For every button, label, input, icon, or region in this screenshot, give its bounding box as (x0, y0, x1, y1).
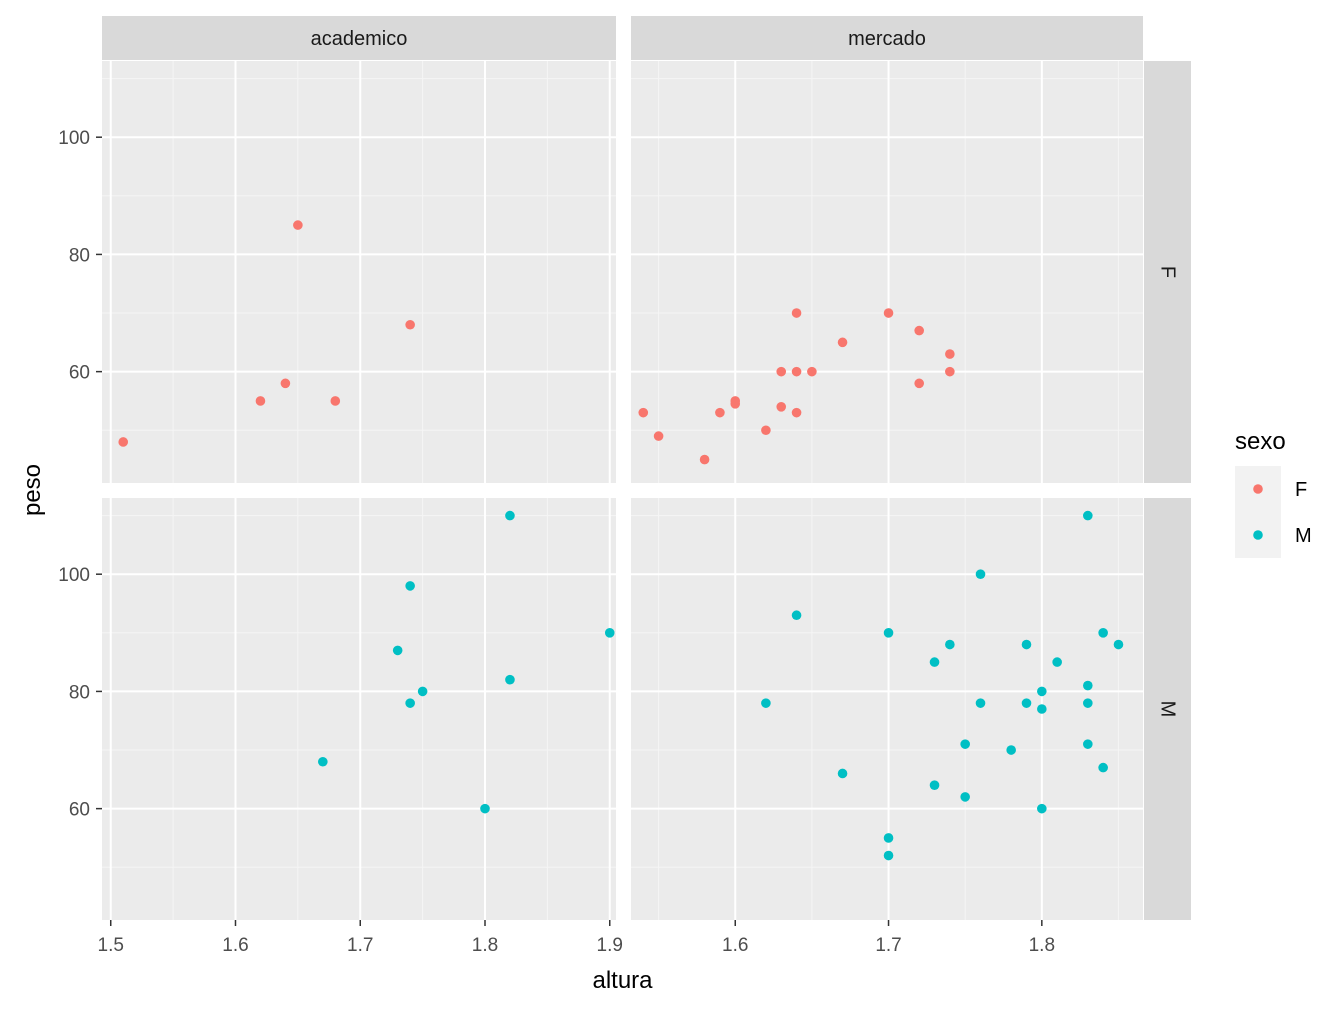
data-point-F (791, 407, 802, 418)
data-point-M (392, 645, 403, 656)
data-point-M (1021, 698, 1032, 708)
panel-background (631, 61, 1143, 483)
data-point-M (318, 756, 328, 767)
data-point-M (505, 510, 515, 521)
data-point-M (1083, 698, 1093, 708)
data-point-M (791, 610, 802, 621)
x-axis-title: altura (592, 967, 653, 994)
data-point-M (761, 698, 771, 708)
data-point-F (914, 325, 924, 336)
data-point-M (883, 833, 894, 843)
data-point-M (405, 698, 415, 708)
data-point-F (837, 337, 848, 348)
data-point-F (761, 425, 771, 436)
x-tick-label: 1.7 (347, 935, 373, 956)
data-point-F (945, 349, 955, 359)
data-point-F (807, 366, 817, 377)
data-point-M (417, 686, 428, 697)
data-point-M (1052, 657, 1062, 667)
data-point-M (604, 628, 615, 638)
y-tick-label: 100 (58, 128, 90, 149)
legend-title: sexo (1235, 428, 1286, 455)
x-tick-label: 1.9 (597, 935, 623, 956)
y-tick-label: 80 (69, 245, 90, 266)
data-point-F (255, 396, 266, 406)
data-point-F (791, 308, 802, 318)
facet-strip-row-M (1144, 498, 1191, 920)
facet-strip-label: F (1157, 266, 1179, 278)
x-tick-label: 1.7 (875, 935, 901, 956)
data-point-F (280, 378, 291, 389)
data-point-F (883, 308, 894, 318)
panel-background (631, 498, 1143, 920)
data-point-F (293, 220, 303, 230)
y-tick-label: 80 (69, 682, 90, 703)
data-point-M (883, 628, 894, 638)
legend-key-F (1253, 484, 1263, 494)
data-point-M (480, 803, 490, 814)
data-point-M (1083, 680, 1093, 691)
data-point-F (776, 366, 787, 377)
facet-strip-label: academico (311, 28, 408, 50)
y-tick-label: 60 (69, 800, 90, 821)
facet-strip-label: mercado (848, 28, 926, 50)
data-point-F (699, 454, 710, 465)
x-tick-label: 1.8 (472, 935, 498, 956)
data-point-F (653, 431, 664, 441)
panel-background (102, 498, 616, 920)
data-point-M (505, 674, 515, 685)
data-point-M (1006, 745, 1016, 755)
data-point-F (914, 378, 924, 389)
data-point-F (405, 319, 415, 330)
legend-label: F (1295, 479, 1307, 501)
data-point-F (776, 402, 787, 412)
data-point-M (929, 780, 940, 790)
facet-strip-mercado (631, 16, 1143, 60)
legend-key-M (1253, 530, 1263, 540)
panel-background (102, 61, 616, 483)
data-point-M (1083, 510, 1093, 521)
data-point-F (945, 366, 955, 377)
y-tick-label: 100 (58, 565, 90, 586)
data-point-M (960, 792, 970, 802)
data-point-F (638, 407, 649, 418)
data-point-M (975, 569, 986, 579)
data-point-F (730, 396, 741, 406)
facet-strip-row-F (1144, 61, 1191, 483)
x-tick-label: 1.8 (1029, 935, 1055, 956)
data-point-M (945, 639, 955, 650)
data-point-M (405, 581, 415, 591)
x-tick-label: 1.6 (222, 935, 248, 956)
data-point-F (715, 407, 725, 418)
data-point-M (1037, 803, 1047, 814)
x-tick-label: 1.5 (98, 935, 124, 956)
data-point-F (791, 366, 802, 377)
data-point-M (929, 657, 940, 667)
x-tick-label: 1.6 (722, 935, 748, 956)
facet-strip-label: M (1157, 701, 1179, 718)
data-point-M (1037, 686, 1047, 697)
data-point-M (975, 698, 986, 708)
data-point-M (960, 739, 970, 749)
data-point-M (1098, 762, 1108, 773)
data-point-M (1113, 639, 1124, 650)
legend-label: M (1295, 525, 1312, 547)
data-point-M (1037, 704, 1047, 714)
y-tick-label: 60 (69, 363, 90, 384)
y-axis-title: peso (19, 464, 46, 516)
data-point-M (1098, 628, 1108, 638)
data-point-M (1083, 739, 1093, 749)
data-point-F (330, 396, 341, 406)
facet-strip-academico (102, 16, 616, 60)
data-point-M (883, 850, 894, 861)
data-point-M (837, 768, 848, 779)
data-point-M (1021, 639, 1032, 650)
data-point-F (118, 437, 129, 447)
